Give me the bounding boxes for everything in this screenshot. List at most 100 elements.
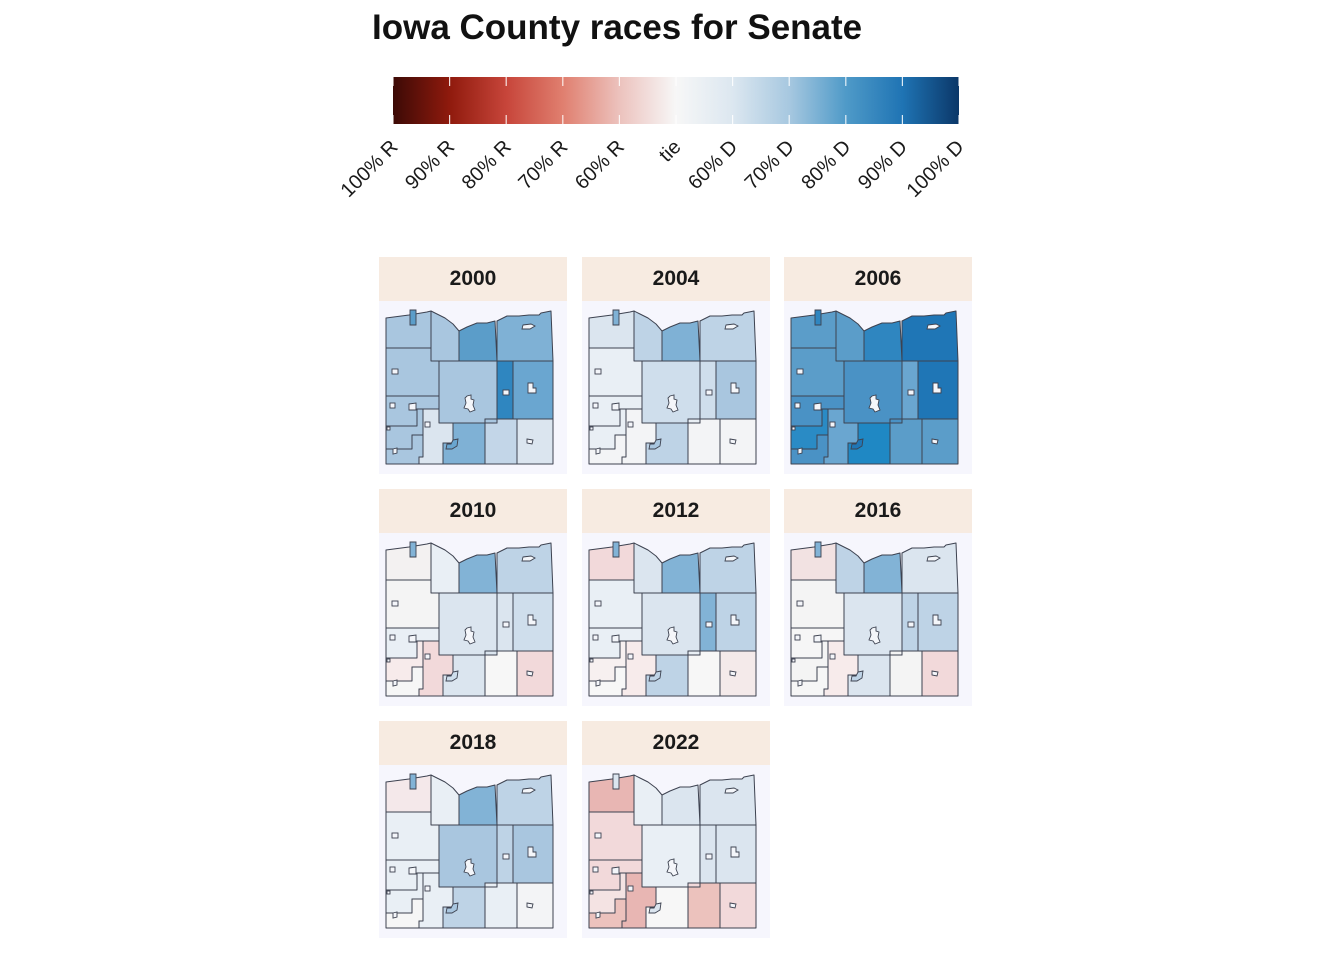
- town-8: [527, 614, 537, 626]
- township-6: [843, 592, 903, 656]
- township-6: [641, 592, 701, 656]
- township-3: [496, 310, 554, 362]
- town-9: [589, 890, 594, 895]
- township-15: [516, 418, 554, 465]
- county-map: [790, 309, 959, 465]
- township-15: [719, 650, 757, 697]
- panel-strip: 2006: [784, 257, 972, 301]
- town-4: [408, 866, 417, 875]
- town-3: [592, 402, 599, 409]
- town-1: [521, 555, 536, 562]
- town-7: [705, 853, 713, 860]
- town-8: [730, 382, 740, 394]
- township-3: [901, 542, 959, 594]
- town-1: [724, 323, 739, 330]
- panel-strip: 2022: [582, 721, 770, 765]
- town-10: [797, 679, 803, 687]
- legend-ticks: [392, 77, 960, 124]
- town-9: [386, 890, 391, 895]
- township-2: [863, 320, 903, 362]
- town-4: [408, 402, 417, 411]
- township-6: [438, 592, 498, 656]
- town-9: [791, 426, 796, 431]
- town-10: [595, 911, 601, 919]
- county-map: [790, 541, 959, 697]
- town-3: [592, 866, 599, 873]
- township-14: [889, 650, 923, 697]
- township-2: [458, 552, 498, 594]
- town-9: [386, 426, 391, 431]
- township-15: [921, 650, 959, 697]
- panel-2004: 2004: [582, 257, 770, 474]
- town-4: [408, 634, 417, 643]
- township-6: [641, 360, 701, 424]
- town-2: [594, 600, 602, 607]
- county-map: [385, 309, 554, 465]
- township-15: [719, 418, 757, 465]
- town-11: [445, 902, 459, 914]
- town-6: [463, 394, 476, 413]
- town-4: [611, 866, 620, 875]
- township-2: [458, 320, 498, 362]
- town-5: [829, 653, 836, 660]
- town-6: [666, 626, 679, 645]
- town-7: [502, 389, 510, 396]
- town-11: [648, 902, 662, 914]
- town-4: [611, 402, 620, 411]
- town-7: [907, 389, 915, 396]
- county-map: [588, 309, 757, 465]
- town-5: [829, 421, 836, 428]
- panel-year-label: 2000: [449, 267, 497, 290]
- town-9: [386, 658, 391, 663]
- township-0: [588, 542, 635, 581]
- town-6: [868, 626, 881, 645]
- town-0: [814, 541, 822, 558]
- town-12: [931, 438, 939, 445]
- town-9: [791, 658, 796, 663]
- town-7: [907, 621, 915, 628]
- township-14: [687, 418, 721, 465]
- township-13: [889, 650, 903, 656]
- township-1: [633, 310, 663, 362]
- town-12: [729, 438, 737, 445]
- town-9: [589, 426, 594, 431]
- township-14: [889, 418, 923, 465]
- township-1: [835, 542, 865, 594]
- township-6: [641, 824, 701, 888]
- panel-year-label: 2012: [652, 499, 700, 522]
- township-3: [699, 310, 757, 362]
- town-4: [813, 634, 822, 643]
- town-2: [594, 368, 602, 375]
- township-1: [430, 542, 460, 594]
- township-15: [516, 882, 554, 929]
- town-1: [926, 555, 941, 562]
- township-14: [484, 650, 518, 697]
- town-2: [391, 368, 399, 375]
- township-0: [790, 542, 837, 581]
- town-6: [463, 858, 476, 877]
- township-15: [719, 882, 757, 929]
- township-0: [385, 310, 432, 349]
- panel-strip: 2016: [784, 489, 972, 533]
- town-5: [627, 653, 634, 660]
- town-7: [502, 853, 510, 860]
- town-11: [648, 438, 662, 450]
- town-0: [409, 773, 417, 790]
- town-2: [391, 832, 399, 839]
- town-3: [389, 634, 396, 641]
- township-13: [484, 418, 498, 424]
- panel-year-label: 2006: [854, 267, 902, 290]
- township-13: [484, 882, 498, 888]
- town-8: [527, 382, 537, 394]
- township-14: [687, 650, 721, 697]
- panel-2012: 2012: [582, 489, 770, 706]
- panel-year-label: 2016: [854, 499, 902, 522]
- town-8: [932, 614, 942, 626]
- township-1: [835, 310, 865, 362]
- town-9: [589, 658, 594, 663]
- town-5: [627, 885, 634, 892]
- town-1: [521, 787, 536, 794]
- panel-strip: 2018: [379, 721, 567, 765]
- township-3: [901, 310, 959, 362]
